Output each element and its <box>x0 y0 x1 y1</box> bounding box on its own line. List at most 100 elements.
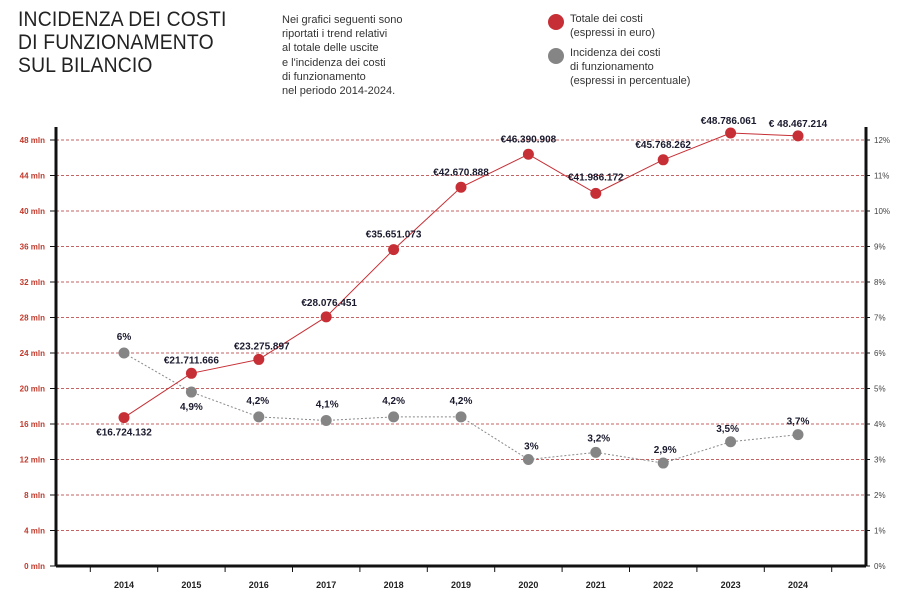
y-tick-left: 8 mln <box>24 491 45 500</box>
series-line-incidenza <box>123 352 799 464</box>
data-label-incidenza: 4,2% <box>450 396 473 407</box>
data-label-incidenza: 2,9% <box>654 445 677 456</box>
data-point-totale <box>388 244 400 256</box>
y-tick-left: 4 mln <box>24 527 45 536</box>
y-tick-left: 0 mln <box>24 562 45 571</box>
title-line: INCIDENZA DEI COSTI <box>18 8 227 31</box>
y-tick-left: 48 mln <box>20 136 45 145</box>
x-tick-label: 2024 <box>788 580 808 590</box>
description-line: al totale delle uscite <box>282 42 379 55</box>
y-tick-left: 28 mln <box>20 314 45 323</box>
data-point-incidenza <box>455 411 467 423</box>
y-tick-left: 36 mln <box>20 243 45 252</box>
data-label-incidenza: 6% <box>117 332 132 343</box>
data-label-totale: €35.651.073 <box>366 230 422 241</box>
data-label-incidenza: 4,2% <box>382 396 405 407</box>
data-label-incidenza: 4,2% <box>246 396 269 407</box>
legend-item-incidenza: Incidenza dei costi di funzionamento (es… <box>548 46 690 88</box>
y-tick-right: 1% <box>874 527 886 536</box>
data-point-incidenza <box>253 411 265 423</box>
data-label-incidenza: 4,1% <box>316 399 339 410</box>
y-tick-right: 12% <box>874 136 890 145</box>
data-point-incidenza <box>590 446 602 458</box>
data-label-totale: €28.076.451 <box>301 298 357 309</box>
data-label-incidenza: 3,2% <box>587 433 610 444</box>
y-tick-left: 32 mln <box>20 278 45 287</box>
y-tick-right: 11% <box>874 172 889 181</box>
x-tick-label: 2022 <box>653 580 673 590</box>
data-point-totale <box>590 187 602 199</box>
y-tick-right: 4% <box>874 420 886 429</box>
y-tick-left: 12 mln <box>20 456 45 465</box>
data-point-totale <box>522 148 534 160</box>
x-tick-label: 2016 <box>249 580 269 590</box>
x-tick-label: 2021 <box>586 580 606 590</box>
data-point-incidenza <box>320 414 332 426</box>
description-line: e l'incidenza dei costi <box>282 56 386 69</box>
legend-label: (espressi in euro) <box>570 27 655 39</box>
data-point-totale <box>455 181 467 193</box>
chart-description: Nei grafici seguenti sono riportati i tr… <box>282 13 402 98</box>
y-tick-left: 20 mln <box>20 385 45 394</box>
data-label-totale: €42.670.888 <box>433 167 489 178</box>
title-line: SUL BILANCIO <box>18 54 153 77</box>
chart-title: INCIDENZA DEI COSTI DI FUNZIONAMENTO SUL… <box>18 8 245 77</box>
data-point-totale <box>792 130 804 142</box>
legend-label: Incidenza dei costi <box>570 47 661 59</box>
description-line: di funzionamento <box>282 70 366 83</box>
x-tick-label: 2019 <box>451 580 471 590</box>
x-tick-label: 2020 <box>518 580 538 590</box>
x-tick-label: 2023 <box>721 580 741 590</box>
red-dot-icon <box>548 14 564 30</box>
data-label-incidenza: 3,7% <box>787 417 810 428</box>
data-label-incidenza: 4,9% <box>180 402 203 413</box>
legend-item-totale: Totale dei costi (espressi in euro) <box>548 12 690 40</box>
data-label-totale: €48.786.061 <box>701 116 757 127</box>
data-point-incidenza <box>725 436 737 448</box>
legend-label: Totale dei costi <box>570 13 643 25</box>
data-point-incidenza <box>185 386 197 398</box>
description-line: riportati i trend relativi <box>282 28 388 41</box>
data-point-totale <box>253 353 265 365</box>
y-tick-right: 9% <box>874 243 886 252</box>
data-point-totale <box>725 127 737 139</box>
data-label-totale: €16.724.132 <box>96 428 152 439</box>
data-label-totale: €21.711.666 <box>164 355 219 366</box>
data-point-totale <box>320 311 332 323</box>
y-tick-left: 44 mln <box>20 172 45 181</box>
data-point-incidenza <box>792 429 804 441</box>
data-point-totale <box>185 367 197 379</box>
title-line: DI FUNZIONAMENTO <box>18 31 214 54</box>
y-tick-right: 8% <box>874 278 886 287</box>
data-label-totale: €23.275.897 <box>234 341 290 352</box>
data-label-totale: €46.390.908 <box>501 134 557 145</box>
legend-label: (espressi in percentuale) <box>570 75 691 87</box>
y-tick-right: 6% <box>874 349 886 358</box>
description-line: nel periodo 2014-2024. <box>282 85 396 98</box>
x-tick-label: 2014 <box>114 580 134 590</box>
x-tick-label: 2015 <box>181 580 201 590</box>
y-tick-right: 0% <box>874 562 886 571</box>
data-label-totale: € 48.467.214 <box>769 119 828 130</box>
data-label-incidenza: 3% <box>524 442 539 453</box>
data-point-incidenza <box>522 454 534 465</box>
y-tick-left: 40 mln <box>20 207 45 216</box>
legend-label: di funzionamento <box>570 61 654 73</box>
gray-dot-icon <box>548 48 564 64</box>
data-point-totale <box>657 154 669 166</box>
y-tick-right: 5% <box>874 385 886 394</box>
data-label-totale: €45.768.262 <box>635 140 691 151</box>
y-tick-left: 24 mln <box>20 349 45 358</box>
y-tick-right: 7% <box>874 314 886 323</box>
data-point-incidenza <box>118 347 130 359</box>
y-tick-right: 10% <box>874 207 890 216</box>
description-line: Nei grafici seguenti sono <box>282 14 403 26</box>
data-label-totale: €41.986.172 <box>568 172 624 183</box>
data-point-incidenza <box>657 457 669 469</box>
legend: Totale dei costi (espressi in euro) Inci… <box>548 12 690 94</box>
x-tick-label: 2017 <box>316 580 336 590</box>
data-point-totale <box>118 412 130 424</box>
y-tick-left: 16 mln <box>20 420 45 429</box>
y-tick-right: 3% <box>874 456 886 465</box>
